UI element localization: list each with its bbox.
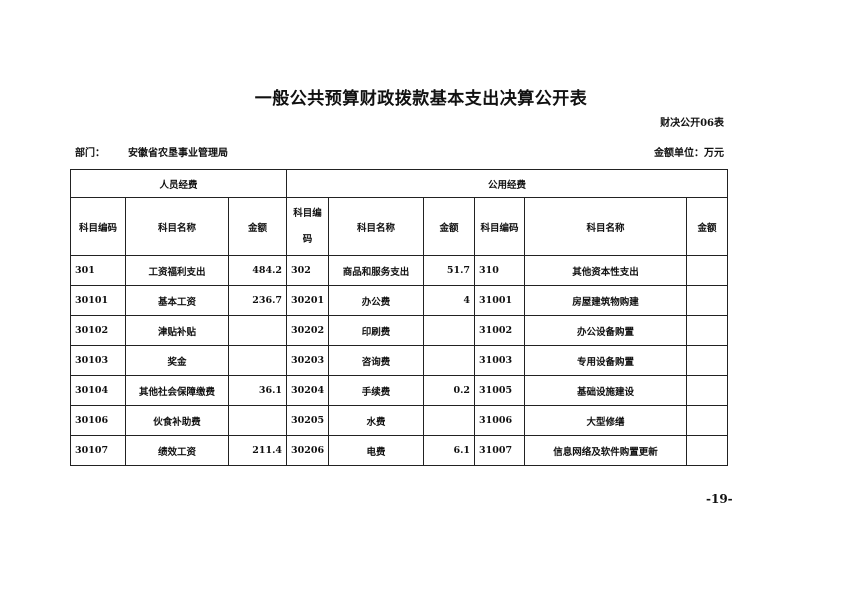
department-label: 部门：	[75, 148, 105, 159]
cell-code: 30107	[70, 435, 126, 466]
amount-unit: 金额单位：万元	[654, 148, 724, 159]
header-name: 科目名称	[328, 197, 424, 256]
cell-amount: 236.7	[228, 285, 287, 316]
cell-amount	[423, 405, 475, 436]
cell-amount: 51.7	[423, 255, 475, 286]
cell-code: 30106	[70, 405, 126, 436]
cell-code: 302	[286, 255, 329, 286]
department-name: 安徽省农垦事业管理局	[128, 148, 228, 159]
cell-name: 基础设施建设	[524, 375, 687, 406]
cell-amount	[228, 405, 287, 436]
cell-name: 印刷费	[328, 315, 424, 346]
header-code: 科目编码	[286, 197, 329, 256]
cell-code: 30201	[286, 285, 329, 316]
cell-code: 30102	[70, 315, 126, 346]
cell-name: 其他资本性支出	[524, 255, 687, 286]
table-row: 30101 基本工资 236.7 30201 办公费 4 31001 房屋建筑物购建	[70, 285, 729, 316]
cell-amount	[685, 345, 729, 376]
cell-code: 31006	[474, 405, 525, 436]
cell-amount	[685, 315, 729, 346]
cell-amount	[423, 345, 475, 376]
cell-amount: 4	[423, 285, 475, 316]
cell-code: 31003	[474, 345, 525, 376]
cell-code: 31005	[474, 375, 525, 406]
cell-amount: 6.1	[423, 435, 475, 466]
table-row: 30103 奖金 30203 咨询费 31003 专用设备购置	[70, 345, 729, 376]
table-row: 30107 绩效工资 211.4 30206 电费 6.1 31007 信息网络及软件购置更新	[70, 435, 729, 466]
cell-code: 31002	[474, 315, 525, 346]
table-row: 301 工资福利支出 484.2 302 商品和服务支出 51.7 310 其他资本性支出	[70, 255, 729, 286]
cell-amount	[685, 405, 729, 436]
cell-name: 手续费	[328, 375, 424, 406]
cell-amount	[685, 435, 729, 466]
cell-amount	[685, 375, 729, 406]
cell-amount	[228, 345, 287, 376]
page-title: 一般公共预算财政拨款基本支出决算公开表	[254, 89, 588, 109]
header-amount: 金额	[423, 197, 475, 256]
cell-name: 水费	[328, 405, 424, 436]
cell-name: 商品和服务支出	[328, 255, 424, 286]
column-header-row: 科目编码 科目名称 金额 科目编码 科目名称 金额 科目编码 科目名称 金额	[70, 197, 729, 256]
group-personnel: 人员经费	[70, 169, 287, 198]
header-amount: 金额	[685, 197, 729, 256]
cell-code: 30101	[70, 285, 126, 316]
cell-name: 咨询费	[328, 345, 424, 376]
table-row: 30106 伙食补助费 30205 水费 31006 大型修缮	[70, 405, 729, 436]
cell-amount: 484.2	[228, 255, 287, 286]
cell-amount	[685, 285, 729, 316]
cell-name: 办公设备购置	[524, 315, 687, 346]
cell-name: 电费	[328, 435, 424, 466]
expenditure-table: 人员经费 公用经费 科目编码 科目名称 金额 科目编码 科目名称 金额 科目编码 科目名称 金额…	[70, 169, 729, 466]
page-number: -19-	[706, 492, 733, 506]
cell-amount: 211.4	[228, 435, 287, 466]
cell-code: 30204	[286, 375, 329, 406]
header-name: 科目名称	[524, 197, 687, 256]
header-code: 科目编码	[474, 197, 525, 256]
group-header-row: 人员经费 公用经费	[70, 169, 729, 198]
cell-name: 房屋建筑物购建	[524, 285, 687, 316]
cell-name: 伙食补助费	[125, 405, 229, 436]
cell-amount	[685, 255, 729, 286]
cell-name: 绩效工资	[125, 435, 229, 466]
cell-name: 津贴补贴	[125, 315, 229, 346]
cell-name: 办公费	[328, 285, 424, 316]
cell-name: 基本工资	[125, 285, 229, 316]
cell-name: 专用设备购置	[524, 345, 687, 376]
group-public: 公用经费	[285, 169, 729, 198]
cell-amount: 36.1	[228, 375, 287, 406]
cell-code: 30202	[286, 315, 329, 346]
cell-amount: 0.2	[423, 375, 475, 406]
cell-code: 30203	[286, 345, 329, 376]
header-code: 科目编码	[70, 197, 126, 256]
cell-name: 其他社会保障缴费	[125, 375, 229, 406]
cell-code: 30206	[286, 435, 329, 466]
header-amount: 金额	[228, 197, 287, 256]
cell-name: 工资福利支出	[125, 255, 229, 286]
table-row: 30104 其他社会保障缴费 36.1 30204 手续费 0.2 31005 基础设施建设	[70, 375, 729, 406]
cell-code: 301	[70, 255, 126, 286]
cell-code: 310	[474, 255, 525, 286]
cell-amount	[423, 315, 475, 346]
cell-code: 31007	[474, 435, 525, 466]
cell-name: 奖金	[125, 345, 229, 376]
cell-code: 30104	[70, 375, 126, 406]
cell-amount	[228, 315, 287, 346]
cell-code: 30205	[286, 405, 329, 436]
cell-code: 31001	[474, 285, 525, 316]
table-row: 30102 津贴补贴 30202 印刷费 31002 办公设备购置	[70, 315, 729, 346]
cell-name: 大型修缮	[524, 405, 687, 436]
cell-code: 30103	[70, 345, 126, 376]
header-name: 科目名称	[125, 197, 229, 256]
form-code: 财决公开06表	[660, 118, 724, 129]
cell-name: 信息网络及软件购置更新	[524, 435, 687, 466]
